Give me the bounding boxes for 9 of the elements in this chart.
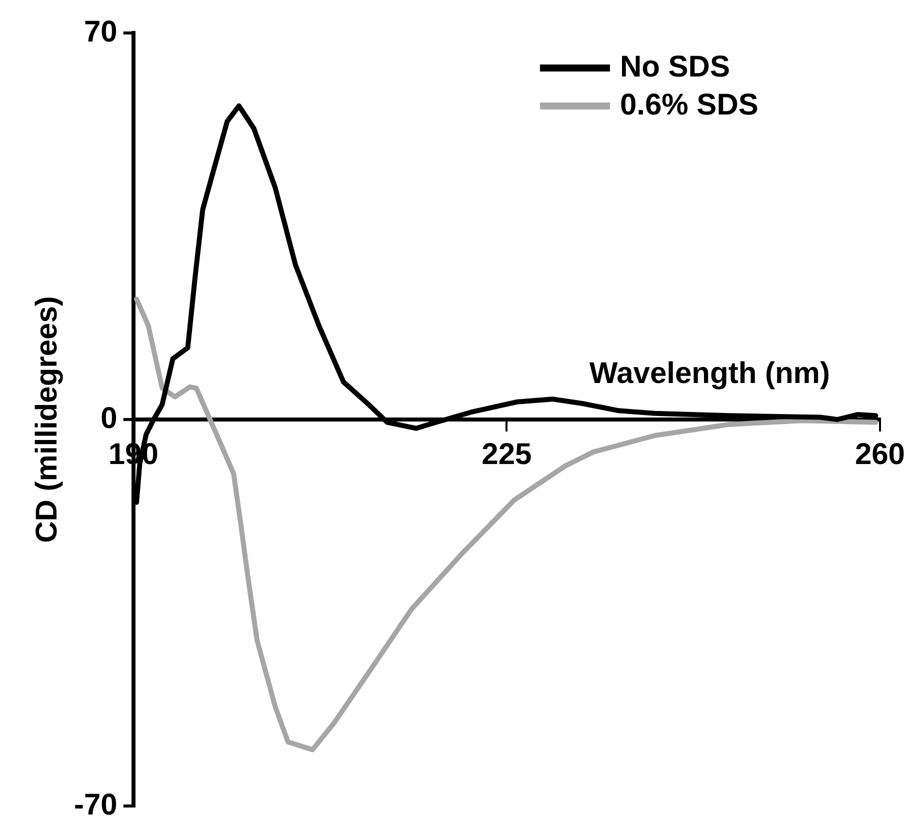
legend-label: No SDS bbox=[620, 50, 730, 84]
y-tick-label: 70 bbox=[84, 15, 118, 48]
legend-label: 0.6% SDS bbox=[620, 88, 758, 122]
y-tick-label: 0 bbox=[100, 402, 118, 435]
y-axis-title: CD (millidegrees) bbox=[30, 296, 64, 543]
x-tick-label: 225 bbox=[482, 438, 532, 471]
x-tick-label: 260 bbox=[854, 438, 906, 471]
x-axis-title: Wavelength (nm) bbox=[589, 356, 830, 390]
y-tick-label: -70 bbox=[74, 788, 118, 822]
